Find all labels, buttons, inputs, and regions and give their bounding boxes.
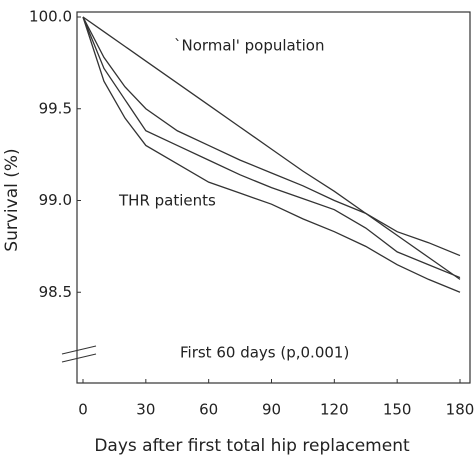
axis-break [61,345,97,355]
x-tick-label: 150 [383,401,412,419]
plot-frame [76,11,471,384]
x-tick-label: 30 [136,401,155,419]
x-tick-label: 90 [262,401,281,419]
series-line [82,16,461,280]
annotation: THR patients [118,192,216,210]
series-line [82,16,461,279]
annotation: First 60 days (p,0.001) [180,344,349,362]
x-axis-label: Days after first total hip replacement [94,436,410,456]
series-line [82,16,461,293]
x-tick-label: 120 [320,401,349,419]
x-tick-label: 0 [78,401,88,419]
y-tick-label: 100.0 [29,8,72,26]
y-tick-label: 99.5 [39,99,72,117]
axis-break [61,353,97,363]
y-axis-label: Survival (%) [2,148,22,251]
series-line [82,16,461,257]
annotation: `Normal' population [174,37,324,55]
x-tick-label: 180 [446,401,474,419]
y-tick-label: 99.0 [39,191,72,209]
y-tick-label: 98.5 [39,283,72,301]
x-tick-label: 60 [199,401,218,419]
